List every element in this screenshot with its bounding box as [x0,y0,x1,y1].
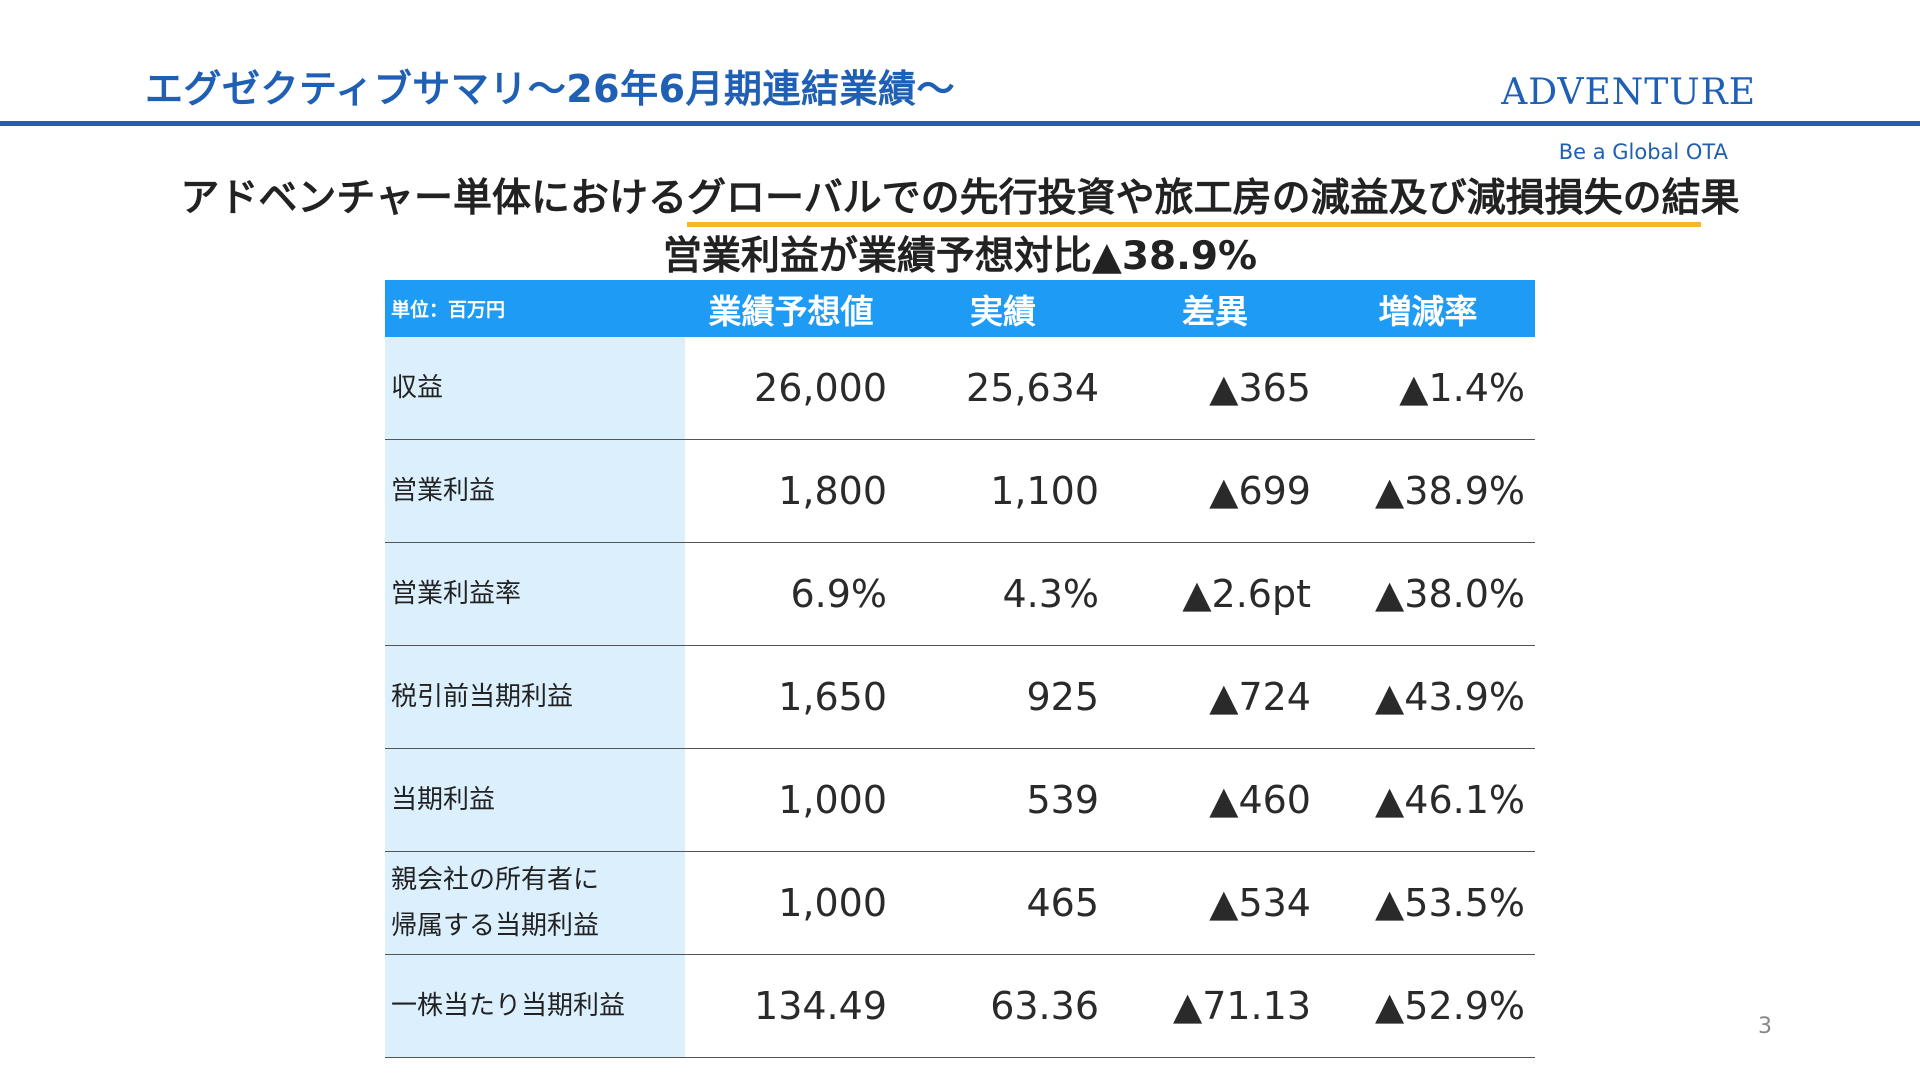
row-label-text: 税引前当期利益 [391,682,574,712]
rate-value: ▲53.5% [1321,851,1535,955]
table-row: 親会社の所有者に 帰属する当期利益 1,000 465 ▲534 ▲53.5% [385,851,1535,955]
forecast-value: 134.49 [685,954,897,1058]
table-header-row: 単位：百万円 業績予想値 実績 差異 増減率 [385,280,1535,337]
rate-value: ▲46.1% [1321,748,1535,852]
row-label-text: 営業利益率 [391,579,522,609]
actual-value: 63.36 [897,954,1109,1058]
headline-highlight: グローバルでの先行投資や旅工房の減益及び減損損失の結 [686,176,1701,227]
brand-tagline: Be a Global OTA [1558,140,1728,164]
headline-line-1-post: 果 [1700,176,1740,221]
rate-value: ▲43.9% [1321,645,1535,749]
actual-value: 4.3% [897,542,1109,646]
unit-label: 単位：百万円 [385,280,685,337]
column-header-actual: 実績 [897,280,1109,337]
column-header-rate: 増減率 [1321,280,1535,337]
row-label: 税引前当期利益 [385,645,685,749]
forecast-value: 1,650 [685,645,897,749]
row-label: 当期利益 [385,748,685,852]
rate-value: ▲38.9% [1321,439,1535,543]
table-row: 営業利益率 6.9% 4.3% ▲2.6pt ▲38.0% [385,542,1535,646]
headline-line-1: アドベンチャー単体におけるグローバルでの先行投資や旅工房の減益及び減損損失の結果 [0,170,1920,228]
diff-value: ▲365 [1109,337,1321,440]
diff-value: ▲2.6pt [1109,542,1321,646]
forecast-value: 6.9% [685,542,897,646]
diff-value: ▲534 [1109,851,1321,955]
row-label-text: 一株当たり当期利益 [391,991,626,1021]
table-row: 一株当たり当期利益 134.49 63.36 ▲71.13 ▲52.9% [385,954,1535,1058]
forecast-value: 1,000 [685,851,897,955]
column-header-diff: 差異 [1109,280,1321,337]
row-label-text: 親会社の所有者に [391,865,600,895]
brand-logo: ADVENTURE [1501,72,1756,113]
row-label: 親会社の所有者に 帰属する当期利益 [385,851,685,955]
rate-value: ▲1.4% [1321,337,1535,440]
diff-value: ▲724 [1109,645,1321,749]
headline-line-2: 営業利益が業績予想対比▲38.9% [662,234,1258,279]
forecast-value: 26,000 [685,337,897,440]
page-number: 3 [1758,1014,1772,1039]
table-row: 税引前当期利益 1,650 925 ▲724 ▲43.9% [385,645,1535,749]
actual-value: 465 [897,851,1109,955]
rate-value: ▲52.9% [1321,954,1535,1058]
table-row: 収益 26,000 25,634 ▲365 ▲1.4% [385,337,1535,440]
results-table: 単位：百万円 業績予想値 実績 差異 増減率 収益 26,000 25,634 … [385,280,1535,1058]
diff-value: ▲71.13 [1109,954,1321,1058]
rate-value: ▲38.0% [1321,542,1535,646]
actual-value: 925 [897,645,1109,749]
forecast-value: 1,800 [685,439,897,543]
row-label: 収益 [385,337,685,440]
row-label-text: 収益 [391,373,444,403]
row-label: 一株当たり当期利益 [385,954,685,1058]
diff-value: ▲699 [1109,439,1321,543]
actual-value: 539 [897,748,1109,852]
row-label-text: 営業利益 [391,476,496,506]
header-divider [0,121,1920,126]
row-label-text: 帰属する当期利益 [391,911,600,941]
page-title: エグゼクティブサマリ〜26年6月期連結業績〜 [145,67,956,111]
headline-line-1-pre: アドベンチャー単体における [180,176,687,221]
actual-value: 1,100 [897,439,1109,543]
actual-value: 25,634 [897,337,1109,440]
summary-headline: アドベンチャー単体におけるグローバルでの先行投資や旅工房の減益及び減損損失の結果… [0,170,1920,286]
row-label: 営業利益率 [385,542,685,646]
row-label-text: 当期利益 [391,785,496,815]
row-label: 営業利益 [385,439,685,543]
forecast-value: 1,000 [685,748,897,852]
table-row: 営業利益 1,800 1,100 ▲699 ▲38.9% [385,439,1535,543]
column-header-forecast: 業績予想値 [685,280,897,337]
diff-value: ▲460 [1109,748,1321,852]
table-row: 当期利益 1,000 539 ▲460 ▲46.1% [385,748,1535,852]
